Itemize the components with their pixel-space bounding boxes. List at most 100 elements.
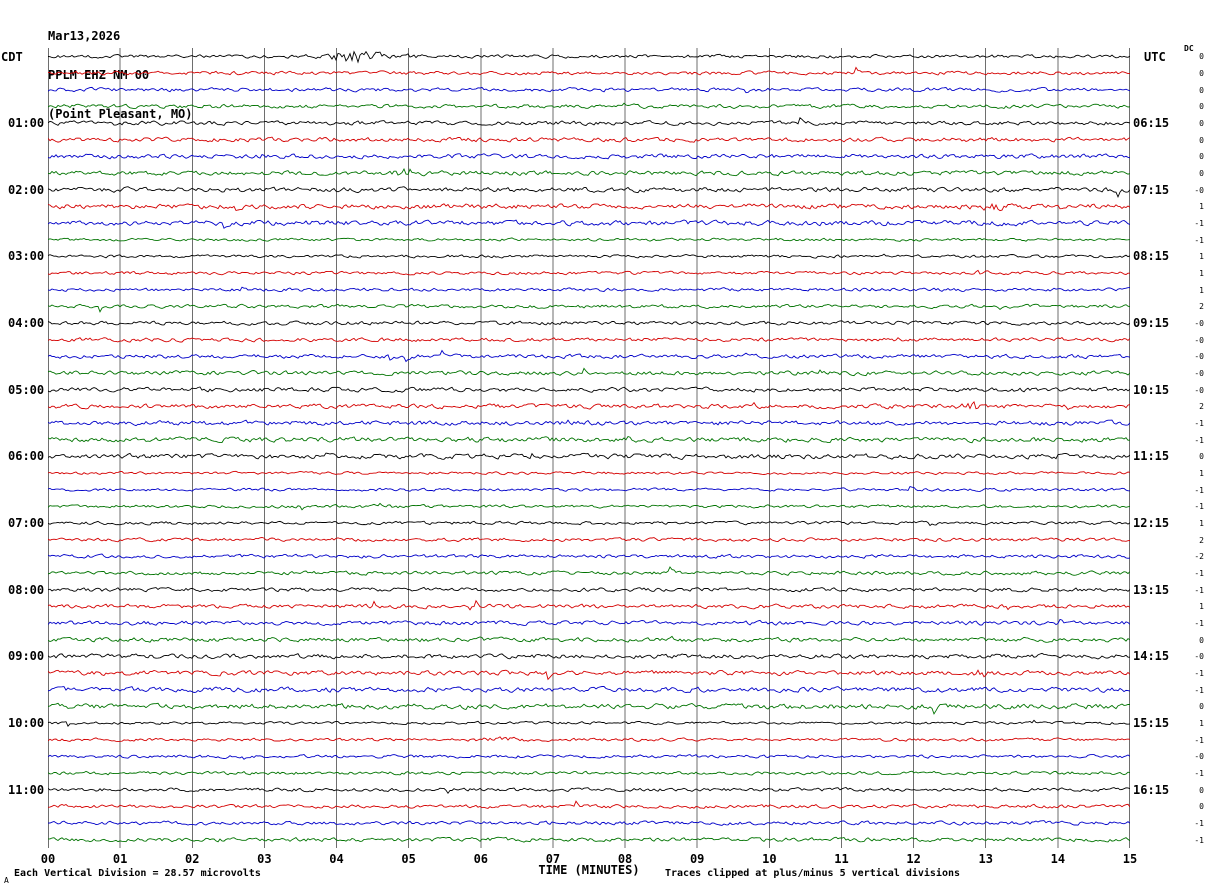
trace-row (48, 337, 1130, 343)
dc-value: -1 (1194, 769, 1204, 778)
trace-row (48, 419, 1130, 427)
trace-row (48, 537, 1130, 543)
trace-row (48, 186, 1130, 199)
trace-row (48, 66, 1130, 76)
minute-label: 03 (257, 852, 272, 866)
dc-value: -2 (1194, 552, 1204, 562)
dc-value: 1 (1199, 252, 1204, 262)
dc-value: 1 (1199, 519, 1204, 528)
minute-label: 01 (112, 852, 128, 866)
trace-row (48, 770, 1130, 776)
minute-label: 09 (689, 852, 705, 866)
dc-value: 0 (1199, 85, 1204, 95)
trace-row (48, 203, 1130, 212)
dc-value: 0 (1199, 702, 1204, 712)
dc-value: -1 (1194, 619, 1204, 628)
dc-value: -0 (1194, 319, 1204, 328)
left-time-label: 06:00 (8, 449, 45, 464)
dc-value: 0 (1199, 135, 1204, 145)
trace-row (48, 520, 1130, 527)
corner-mark: A (4, 876, 9, 885)
minute-label: 14 (1050, 852, 1066, 866)
dc-value: -0 (1194, 335, 1204, 345)
dc-value: 0 (1199, 152, 1204, 162)
trace-row (48, 86, 1130, 94)
trace-row (48, 566, 1130, 576)
trace-row (48, 102, 1130, 110)
dc-value: -0 (1194, 352, 1204, 362)
trace-row (48, 253, 1130, 259)
left-time-label: 10:00 (8, 716, 45, 730)
trace-row (48, 599, 1130, 611)
trace-row (48, 470, 1130, 476)
dc-value: -0 (1194, 369, 1204, 378)
trace-row (48, 635, 1130, 643)
dc-value: 0 (1199, 52, 1204, 62)
trace-row (48, 167, 1130, 177)
trace-row (48, 136, 1130, 143)
trace-row (48, 586, 1130, 593)
dc-value: -1 (1194, 419, 1204, 428)
dc-value: 1 (1199, 269, 1204, 278)
dc-value: -1 (1194, 669, 1204, 678)
footer-clip-note: Traces clipped at plus/minus 5 vertical … (665, 868, 961, 879)
dc-value: 1 (1199, 719, 1204, 728)
left-timezone-label: CDT (1, 50, 23, 64)
dc-value: 0 (1199, 802, 1204, 812)
dc-value: 1 (1199, 202, 1204, 212)
minute-label: 10 (762, 852, 777, 866)
dc-value: -1 (1194, 685, 1204, 695)
minute-label: 05 (401, 852, 416, 866)
minute-label: 15 (1122, 852, 1138, 866)
left-time-label: 04:00 (8, 316, 45, 330)
minute-label: 06 (473, 852, 489, 866)
right-timezone-label: UTC (1144, 50, 1166, 64)
dc-value: -1 (1194, 435, 1204, 445)
right-time-label: 07:15 (1133, 182, 1170, 197)
trace-row (48, 269, 1130, 276)
right-time-label: 15:15 (1133, 716, 1170, 730)
right-time-label: 06:15 (1133, 116, 1170, 130)
dc-value: -1 (1194, 569, 1204, 578)
left-time-label: 02:00 (8, 182, 45, 197)
seismogram-plot (48, 48, 1130, 848)
dc-value: -1 (1194, 219, 1204, 228)
dc-value: -1 (1194, 735, 1204, 745)
trace-row (48, 386, 1130, 393)
dc-value: 2 (1199, 535, 1204, 545)
dc-value: 1 (1199, 469, 1204, 478)
trace-row (48, 486, 1130, 492)
dc-value: -1 (1194, 819, 1204, 828)
right-time-label: 14:15 (1133, 649, 1170, 664)
right-time-label: 16:15 (1133, 782, 1170, 797)
minute-label: 07 (545, 852, 561, 866)
right-time-label: 13:15 (1133, 582, 1170, 597)
dc-value: 1 (1199, 285, 1204, 295)
dc-value: 2 (1199, 302, 1204, 312)
minute-label: 02 (185, 852, 200, 866)
left-time-label: 11:00 (8, 782, 45, 797)
trace-row (48, 736, 1130, 743)
dc-column-label: DC (1184, 44, 1194, 53)
trace-row (48, 820, 1130, 826)
trace-row (48, 320, 1130, 326)
dc-value: -0 (1194, 652, 1204, 662)
left-time-label: 05:00 (8, 382, 45, 397)
trace-row (48, 452, 1130, 461)
trace-row (48, 618, 1130, 626)
footer-scale-note: Each Vertical Division = 28.57 microvolt… (14, 868, 261, 879)
dc-value: 0 (1199, 635, 1204, 645)
trace-row (48, 686, 1130, 693)
left-time-label: 07:00 (8, 516, 45, 530)
minute-label: 04 (329, 852, 344, 866)
dc-value: 0 (1199, 169, 1204, 178)
dc-value: -1 (1194, 585, 1204, 595)
dc-value: -1 (1194, 485, 1204, 495)
left-time-label: 08:00 (8, 582, 45, 597)
dc-value: -1 (1194, 235, 1204, 245)
dc-value: -0 (1194, 385, 1204, 395)
dc-value: 2 (1199, 402, 1204, 412)
x-axis-title: TIME (MINUTES) (538, 863, 640, 877)
trace-row (48, 367, 1130, 377)
minute-label: 12 (906, 852, 921, 866)
